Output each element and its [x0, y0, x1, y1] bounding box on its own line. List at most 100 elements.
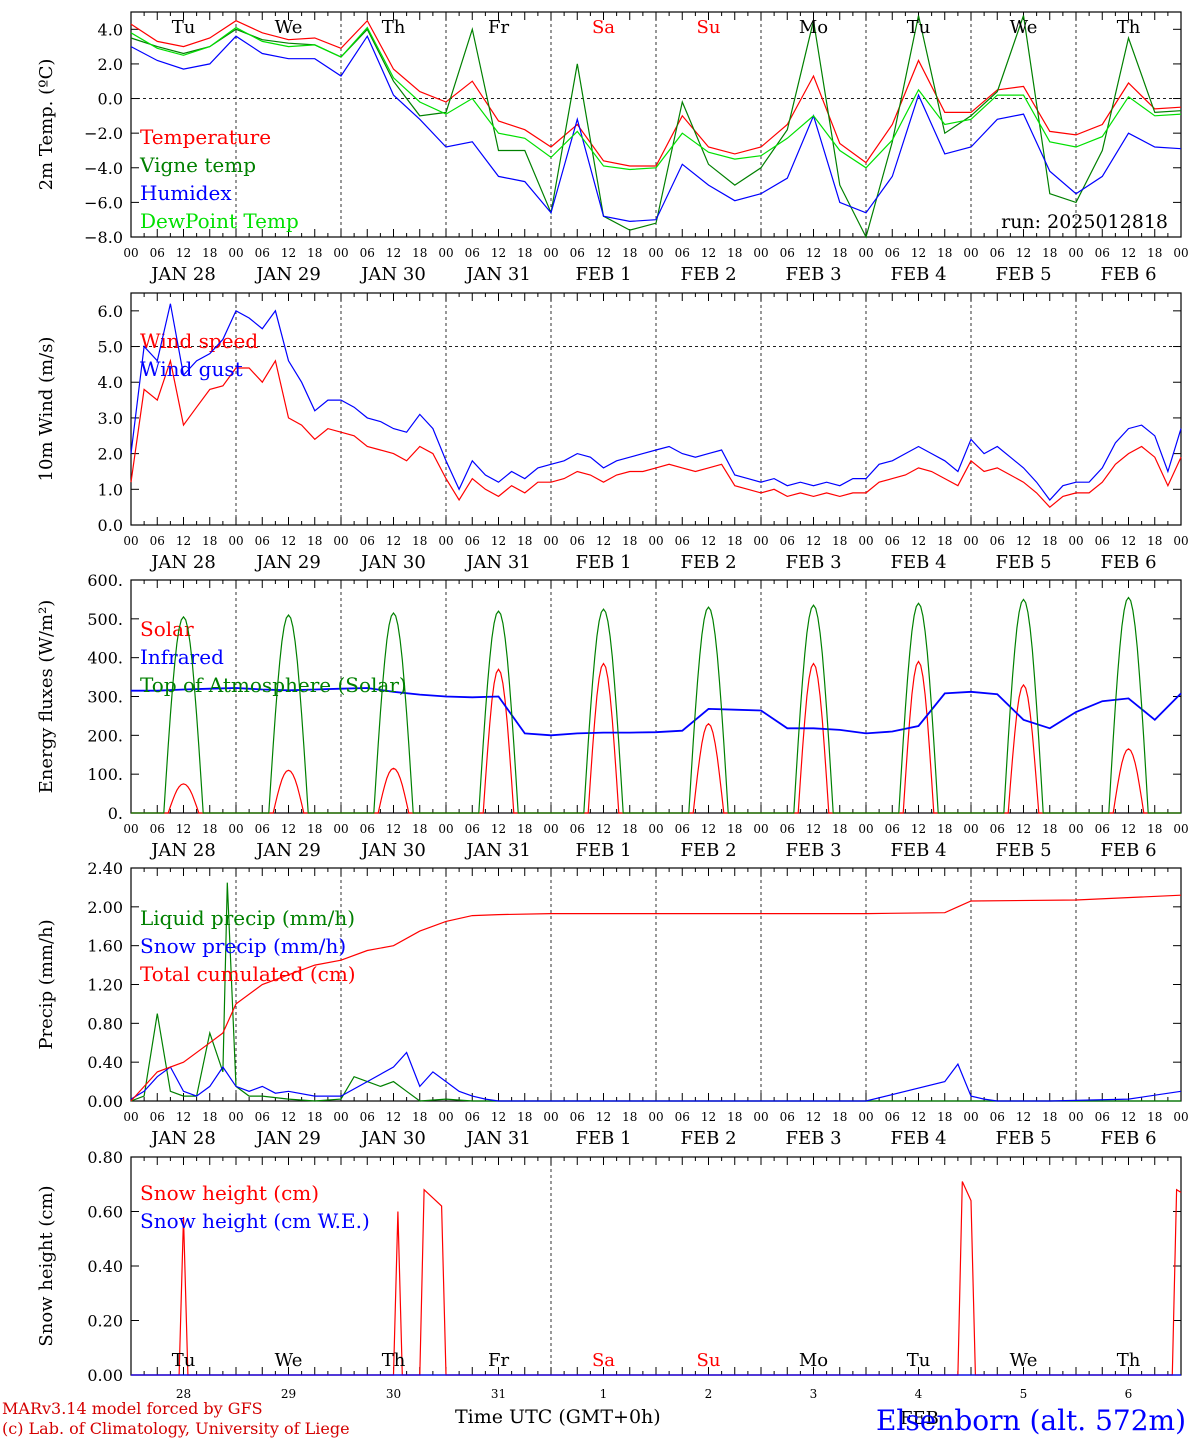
date-label: FEB 6 — [1100, 552, 1156, 573]
date-label: FEB 4 — [890, 264, 946, 285]
hour-tick-label: 06 — [150, 822, 165, 836]
hour-tick-label: 00 — [1068, 1110, 1083, 1124]
day-number-label: 30 — [386, 1387, 401, 1401]
date-label: JAN 28 — [149, 1128, 216, 1149]
y-axis-label: 2m Temp. (ºC) — [36, 59, 57, 191]
hour-tick-label: 18 — [832, 822, 847, 836]
y-tick-label: 0.0 — [98, 516, 123, 535]
hour-tick-label: 18 — [202, 534, 217, 548]
hour-tick-label: 06 — [465, 534, 480, 548]
model-credit: MARv3.14 model forced by GFS — [2, 1399, 263, 1418]
hour-tick-label: 00 — [228, 822, 243, 836]
day-number-label: 31 — [491, 1387, 506, 1401]
y-tick-label: −4.0 — [84, 159, 123, 178]
hour-tick-label: 12 — [1121, 246, 1136, 260]
legend-entry: Humidex — [140, 181, 232, 205]
location-title: Elsenborn (alt. 572m) — [876, 1404, 1186, 1437]
series-line-vigne-temp — [130, 15, 1182, 239]
hour-tick-label: 00 — [438, 1110, 453, 1124]
y-tick-label: 400. — [87, 649, 123, 668]
series-line-snow-precip-mm-h- — [130, 1051, 1182, 1102]
hour-tick-label: 06 — [255, 246, 270, 260]
y-tick-label: 0. — [108, 804, 123, 823]
run-label: run: 2025012818 — [1001, 211, 1168, 233]
hour-tick-label: 18 — [622, 246, 637, 260]
hour-tick-label: 06 — [885, 246, 900, 260]
series-line-wind-gust — [130, 303, 1182, 501]
hour-tick-label: 00 — [228, 1110, 243, 1124]
date-label: JAN 31 — [464, 1128, 531, 1149]
hour-tick-label: 06 — [675, 534, 690, 548]
hour-tick-label: 12 — [596, 822, 611, 836]
hour-tick-label: 06 — [780, 534, 795, 548]
legend-entry: Vigne temp — [139, 153, 256, 177]
weekday-label-bottom: Th — [1117, 1350, 1141, 1371]
weekday-label-top: Tu — [172, 17, 196, 38]
y-tick-label: 0.0 — [98, 90, 123, 109]
hour-tick-label: 06 — [780, 1110, 795, 1124]
hour-tick-label: 18 — [937, 246, 952, 260]
hour-tick-label: 12 — [1121, 1110, 1136, 1124]
hour-tick-label: 06 — [360, 822, 375, 836]
hour-tick-label: 18 — [517, 822, 532, 836]
series-line-total-cumulated-cm- — [130, 894, 1182, 1102]
date-label: JAN 28 — [149, 552, 216, 573]
hour-tick-label: 12 — [806, 822, 821, 836]
hour-tick-label: 18 — [937, 1110, 952, 1124]
hour-tick-label: 12 — [911, 1110, 926, 1124]
weekday-label-bottom: Tu — [172, 1350, 196, 1371]
y-tick-label: −6.0 — [84, 193, 123, 212]
hour-tick-label: 12 — [281, 534, 296, 548]
hour-tick-label: 18 — [622, 534, 637, 548]
panel-2: 6.0 5.0 4.0 3.0 2.0 1.0 0.0 10m Wind (m/s) 00 06 1… — [36, 292, 1189, 573]
hour-tick-label: 18 — [412, 822, 427, 836]
weekday-label-bottom: We — [1010, 1350, 1038, 1371]
weekday-label-bottom: We — [275, 1350, 303, 1371]
hour-tick-label: 00 — [963, 534, 978, 548]
day-number-label: 4 — [915, 1387, 923, 1401]
hour-tick-label: 06 — [570, 246, 585, 260]
hour-tick-label: 06 — [885, 534, 900, 548]
weekday-label-top: We — [275, 17, 303, 38]
hour-tick-label: 18 — [412, 534, 427, 548]
hour-tick-label: 06 — [255, 822, 270, 836]
hour-tick-label: 00 — [1068, 246, 1083, 260]
hour-tick-label: 06 — [1095, 246, 1110, 260]
hour-tick-label: 00 — [123, 534, 138, 548]
hour-tick-label: 00 — [123, 822, 138, 836]
y-tick-label: 0.40 — [87, 1053, 123, 1072]
hour-tick-label: 00 — [1173, 246, 1188, 260]
hour-tick-label: 18 — [727, 1110, 742, 1124]
date-label: JAN 31 — [464, 840, 531, 861]
legend-entry: Total cumulated (cm) — [140, 962, 356, 986]
y-tick-label: 0.20 — [87, 1312, 123, 1331]
hour-tick-label: 18 — [937, 534, 952, 548]
weekday-label-bottom: Tu — [907, 1350, 931, 1371]
series-line-top-of-atmosphere-solar- — [131, 596, 1181, 814]
weekday-label-top: Th — [1117, 17, 1141, 38]
date-label: FEB 6 — [1100, 264, 1156, 285]
day-number-label: 29 — [281, 1387, 296, 1401]
hour-tick-label: 06 — [255, 534, 270, 548]
hour-tick-label: 18 — [202, 822, 217, 836]
date-label: JAN 28 — [149, 840, 216, 861]
series-line-wind-speed — [130, 358, 1182, 509]
y-axis-label: 10m Wind (m/s) — [36, 337, 57, 482]
hour-tick-label: 00 — [543, 822, 558, 836]
hour-tick-label: 00 — [753, 246, 768, 260]
plot-frame — [130, 11, 1182, 238]
hour-tick-label: 18 — [202, 1110, 217, 1124]
hour-tick-label: 00 — [543, 246, 558, 260]
date-label: JAN 30 — [359, 552, 426, 573]
hour-tick-label: 00 — [228, 246, 243, 260]
hour-tick-label: 00 — [123, 246, 138, 260]
hour-tick-label: 12 — [176, 822, 191, 836]
hour-tick-label: 00 — [333, 1110, 348, 1124]
hour-tick-label: 06 — [675, 1110, 690, 1124]
hour-tick-label: 12 — [491, 822, 506, 836]
legend-entry: Top of Atmosphere (Solar) — [140, 673, 407, 697]
hour-tick-label: 12 — [1016, 534, 1031, 548]
weekday-label-top: Fr — [488, 17, 509, 38]
y-tick-label: 0.80 — [87, 1148, 123, 1167]
hour-tick-label: 00 — [753, 822, 768, 836]
